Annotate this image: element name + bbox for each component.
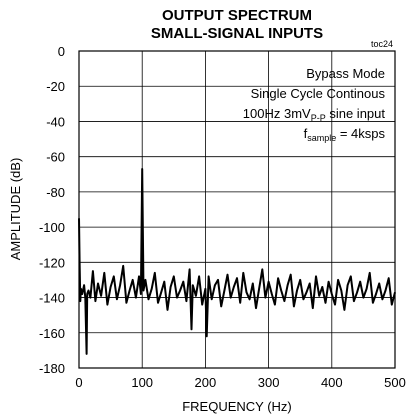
annotation-line-3-sub: P-P — [311, 113, 326, 123]
annotation-line-2: Single Cycle Continous — [251, 86, 386, 101]
series-layer — [78, 168, 396, 355]
spectrum-series-line — [78, 168, 396, 355]
grid — [79, 51, 395, 368]
y-tick-label: -60 — [46, 150, 65, 165]
plot-frame — [78, 50, 396, 369]
y-tick-label: -160 — [39, 326, 65, 341]
y-tick-label: -20 — [46, 79, 65, 94]
annotation-line-4-post: = 4ksps — [336, 126, 385, 141]
chart-title: OUTPUT SPECTRUM — [162, 7, 312, 24]
y-axis-label: AMPLITUDE (dB) — [8, 158, 23, 261]
annotation-line-4: fsample = 4ksps — [304, 126, 386, 143]
x-tick-label: 200 — [195, 375, 217, 390]
annotation-line-3-pre: 100Hz 3mV — [243, 106, 311, 121]
x-tick-label: 400 — [321, 375, 343, 390]
x-tick-label: 100 — [131, 375, 153, 390]
y-tick-label: -100 — [39, 220, 65, 235]
annotation-line-1: Bypass Mode — [306, 66, 385, 81]
x-tick-label: 0 — [75, 375, 82, 390]
y-tick-label: 0 — [58, 44, 65, 59]
annotation-line-4-sub: sample — [307, 133, 336, 143]
y-tick-label: -120 — [39, 255, 65, 270]
annotation-line-3-post: sine input — [326, 106, 386, 121]
y-tick-label: -80 — [46, 185, 65, 200]
x-axis-label: FREQUENCY (Hz) — [182, 399, 292, 414]
annotation-line-4-pre: f — [304, 126, 308, 141]
annotation-line-3: 100Hz 3mVP-P sine input — [243, 106, 386, 123]
y-tick-label: -40 — [46, 114, 65, 129]
y-tick-label: -140 — [39, 291, 65, 306]
chart-subtitle: SMALL-SIGNAL INPUTS — [151, 25, 323, 42]
y-tick-label: -180 — [39, 361, 65, 376]
figure-code: toc24 — [371, 39, 393, 49]
x-tick-label: 500 — [384, 375, 406, 390]
tick-labels: 0 100 200 300 400 500 0 -20 -40 -60 -80 -100 -120 -14… — [39, 44, 406, 390]
x-tick-label: 300 — [258, 375, 280, 390]
